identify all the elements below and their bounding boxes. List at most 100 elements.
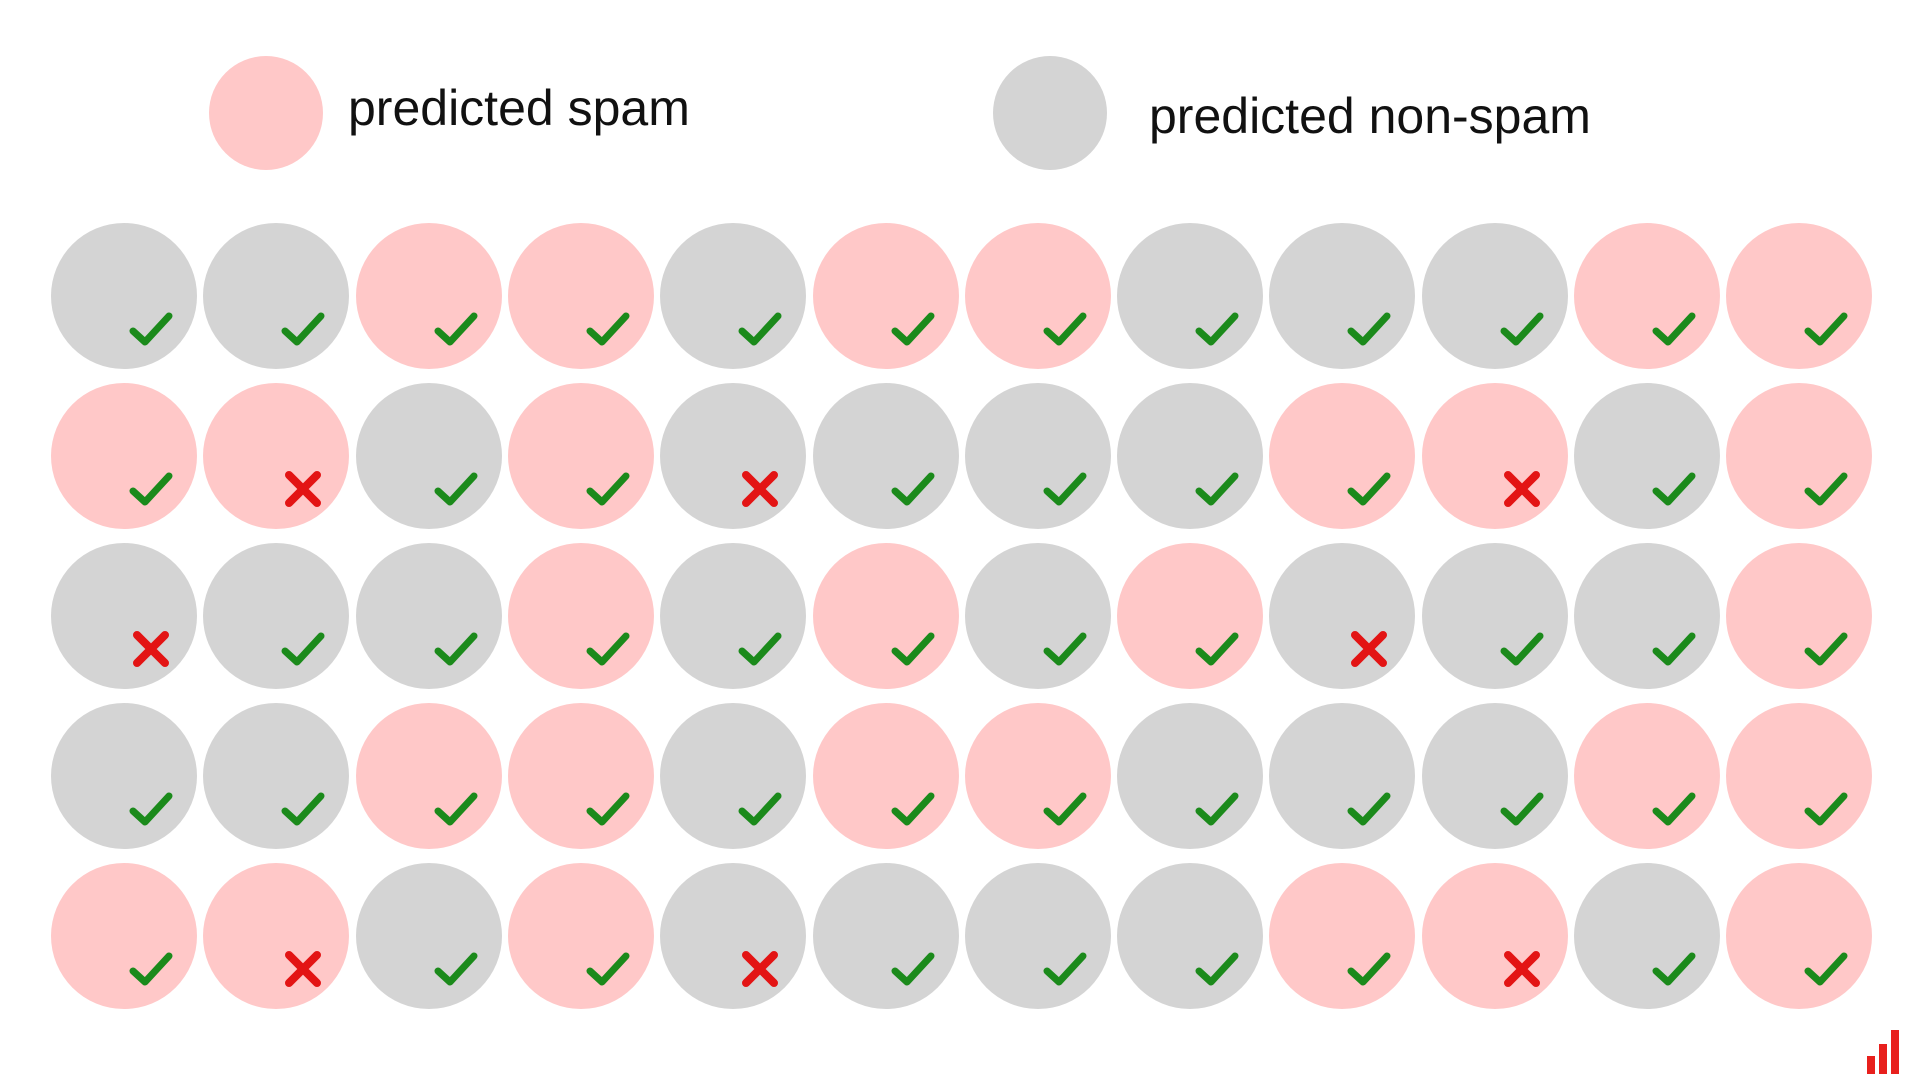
prediction-dot-spam [964, 223, 1111, 369]
legend-label-non-spam: predicted non-spam [1149, 88, 1591, 144]
prediction-dot-non-spam [355, 383, 502, 529]
check-icon [1802, 305, 1850, 353]
check-icon [1802, 945, 1850, 993]
prediction-dot-spam [812, 703, 959, 849]
check-icon [1650, 785, 1698, 833]
check-icon [1345, 945, 1393, 993]
check-icon [1498, 625, 1546, 673]
prediction-dot-non-spam [812, 863, 959, 1009]
check-icon [1498, 305, 1546, 353]
check-icon [1802, 465, 1850, 513]
legend-swatch-non-spam [993, 56, 1107, 170]
check-icon [1345, 465, 1393, 513]
check-icon [1193, 305, 1241, 353]
check-icon [432, 625, 480, 673]
prediction-dot-spam [812, 543, 959, 689]
prediction-dot-non-spam [203, 543, 350, 689]
check-icon [127, 305, 175, 353]
prediction-dot-non-spam [1269, 543, 1416, 689]
cross-icon [1498, 945, 1546, 993]
prediction-dot-non-spam [1117, 703, 1264, 849]
check-icon [279, 785, 327, 833]
check-icon [1193, 625, 1241, 673]
prediction-dot-non-spam [1421, 223, 1568, 369]
check-icon [1193, 945, 1241, 993]
legend-swatch-spam [209, 56, 323, 170]
check-icon [432, 305, 480, 353]
check-icon [1650, 625, 1698, 673]
check-icon [584, 625, 632, 673]
check-icon [1802, 625, 1850, 673]
prediction-dot-non-spam [660, 863, 807, 1009]
check-icon [1345, 785, 1393, 833]
prediction-dot-spam [507, 543, 654, 689]
prediction-dot-spam [507, 223, 654, 369]
prediction-dot-spam [1574, 703, 1720, 849]
prediction-dot-non-spam [1574, 543, 1720, 689]
check-icon [736, 305, 784, 353]
check-icon [1041, 625, 1089, 673]
prediction-dot-spam [964, 703, 1111, 849]
check-icon [584, 945, 632, 993]
check-icon [127, 785, 175, 833]
prediction-dot-non-spam [51, 703, 197, 849]
prediction-dot-non-spam [51, 543, 197, 689]
prediction-dot-spam [1726, 703, 1873, 849]
check-icon [1650, 465, 1698, 513]
prediction-dot-spam [355, 703, 502, 849]
check-icon [1650, 945, 1698, 993]
check-icon [889, 465, 937, 513]
cross-icon [279, 945, 327, 993]
prediction-dot-non-spam [1117, 223, 1264, 369]
prediction-dot-spam [203, 863, 350, 1009]
prediction-dot-non-spam [1117, 383, 1264, 529]
prediction-dot-spam [507, 703, 654, 849]
prediction-dot-spam [1117, 543, 1264, 689]
prediction-dot-non-spam [964, 383, 1111, 529]
check-icon [127, 945, 175, 993]
prediction-dot-non-spam [1421, 543, 1568, 689]
prediction-dot-non-spam [1117, 863, 1264, 1009]
check-icon [432, 945, 480, 993]
prediction-dot-spam [1726, 383, 1873, 529]
prediction-dot-spam [1421, 383, 1568, 529]
prediction-dot-spam [1726, 543, 1873, 689]
prediction-dot-non-spam [1269, 703, 1416, 849]
cross-icon [736, 945, 784, 993]
check-icon [584, 305, 632, 353]
prediction-dot-spam [51, 383, 197, 529]
cross-icon [279, 465, 327, 513]
check-icon [1193, 785, 1241, 833]
check-icon [1041, 305, 1089, 353]
prediction-dot-non-spam [203, 703, 350, 849]
check-icon [432, 465, 480, 513]
prediction-dot-spam [51, 863, 197, 1009]
prediction-dot-non-spam [812, 383, 959, 529]
prediction-dot-non-spam [51, 223, 197, 369]
prediction-dot-non-spam [660, 223, 807, 369]
check-icon [736, 625, 784, 673]
check-icon [736, 785, 784, 833]
prediction-dot-spam [812, 223, 959, 369]
check-icon [584, 785, 632, 833]
check-icon [1041, 465, 1089, 513]
prediction-dot-spam [1269, 383, 1416, 529]
prediction-dot-spam [203, 383, 350, 529]
check-icon [1193, 465, 1241, 513]
check-icon [889, 785, 937, 833]
prediction-dot-non-spam [1574, 383, 1720, 529]
bar-chart-logo-icon [1867, 1028, 1911, 1074]
prediction-dot-spam [1269, 863, 1416, 1009]
cross-icon [1345, 625, 1393, 673]
prediction-dot-non-spam [1269, 223, 1416, 369]
check-icon [1802, 785, 1850, 833]
prediction-dot-non-spam [964, 543, 1111, 689]
check-icon [889, 945, 937, 993]
legend-label-spam: predicted spam [348, 80, 690, 136]
prediction-dot-spam [507, 863, 654, 1009]
prediction-dot-non-spam [964, 863, 1111, 1009]
prediction-dot-spam [1421, 863, 1568, 1009]
check-icon [1345, 305, 1393, 353]
check-icon [279, 625, 327, 673]
